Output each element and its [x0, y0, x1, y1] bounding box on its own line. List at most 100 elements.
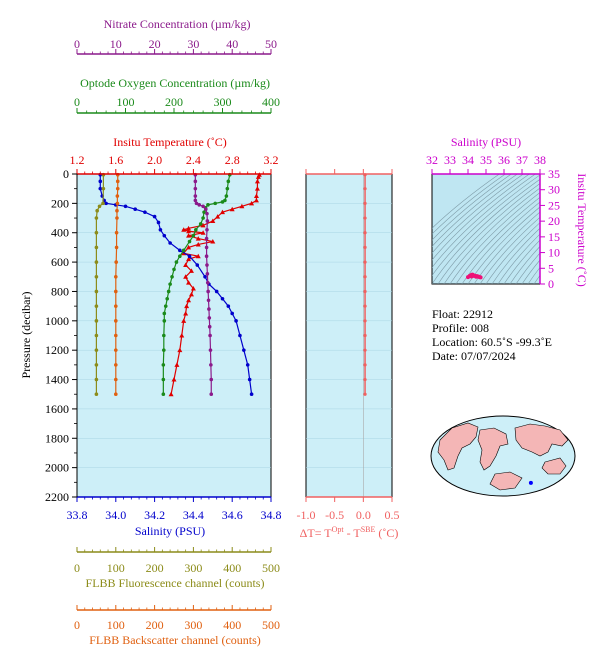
temperature-point: [200, 222, 206, 228]
nitrate-point: [209, 392, 214, 397]
tick-label: 800: [51, 284, 69, 298]
pressure-axis-label: Pressure (decibar): [19, 292, 33, 379]
nitrate-point: [205, 263, 209, 267]
delta-t-axis-label: ΔT= TOpt - TSBE (˚C): [300, 525, 399, 540]
delta-t-point: [363, 333, 367, 338]
tick-label: 34.0: [105, 508, 126, 522]
backscatter-point: [114, 230, 119, 235]
tick-label: 2200: [45, 490, 69, 504]
salinity-point: [238, 333, 242, 338]
nitrate-axis: 0 10 20 30 40 50: [74, 37, 277, 55]
ts-temperature-axis-label: Insitu Temperature (˚C): [575, 173, 589, 287]
ts-point: [474, 274, 479, 279]
oxygen-point: [166, 289, 171, 294]
backscatter-point: [115, 208, 119, 213]
tick-label: 400: [262, 95, 280, 109]
nitrate-point: [193, 198, 198, 203]
nitrate-point: [207, 324, 212, 329]
tick-label: 300: [184, 561, 202, 575]
oxygen-point: [168, 282, 172, 286]
delta-t-point: [363, 289, 367, 294]
tick-label: 2.0: [147, 153, 162, 167]
oxygen-axis-label: Optode Oxygen Concentration (µm/kg): [80, 76, 270, 90]
backscatter-point: [114, 289, 118, 294]
oxygen-point: [213, 201, 218, 206]
float-location-marker: [528, 480, 533, 485]
tick-label: 300: [184, 618, 202, 632]
tick-label: -1.0: [297, 508, 316, 522]
backscatter-point: [114, 333, 118, 338]
fluorescence-point: [94, 245, 99, 250]
delta-t-axis: -1.0 -0.5 0.0 0.5: [297, 169, 400, 522]
tick-label: 3.2: [264, 153, 279, 167]
temperature-point: [181, 227, 187, 232]
delta-t-point: [363, 304, 367, 308]
nitrate-point: [205, 272, 210, 276]
nitrate-point: [204, 236, 209, 241]
temperature-point: [177, 347, 183, 353]
tick-label: 34.4: [183, 508, 204, 522]
backscatter-point: [115, 179, 120, 184]
temperature-point: [181, 318, 187, 323]
salinity-point: [156, 220, 161, 225]
profile-plot-area: [76, 173, 272, 498]
fluorescence-point: [94, 333, 99, 338]
delta-t-point: [363, 319, 367, 323]
oxygen-point: [226, 179, 231, 184]
tick-label: 2000: [45, 461, 69, 475]
tick-label: 34.6: [222, 508, 243, 522]
temperature-point: [179, 333, 185, 338]
delta-t-point: [363, 348, 367, 352]
temperature-point: [183, 274, 189, 279]
pressure-axis: 0 200 400 600 800 1000 1200 1400 1600 1800 2000 220…: [45, 167, 78, 504]
tick-label: 2.8: [225, 153, 240, 167]
temperature-point: [183, 262, 189, 268]
tick-label: 500: [262, 618, 280, 632]
delta-t-point: [363, 377, 367, 382]
tick-label: -0.5: [325, 508, 344, 522]
salinity-point: [187, 254, 192, 259]
salinity-axis: 33.8 34.0 34.2 34.4 34.6 34.8: [67, 496, 282, 522]
salinity-point: [143, 210, 147, 214]
temperature-point: [195, 236, 201, 241]
temperature-point: [200, 230, 206, 235]
tick-label: 400: [51, 226, 69, 240]
fluorescence-point: [94, 363, 99, 367]
oxygen-point: [201, 216, 205, 220]
backscatter-point: [114, 363, 118, 367]
delta-t-point: [363, 392, 367, 396]
tick-label: 0: [548, 277, 554, 291]
tick-label: 50: [265, 37, 277, 51]
fluorescence-point: [95, 208, 99, 213]
profile-series: [94, 172, 262, 397]
nitrate-point: [205, 211, 209, 216]
nitrate-point: [206, 289, 210, 294]
tick-label: 400: [223, 561, 241, 575]
salinity-point: [152, 214, 157, 219]
tick-label: 36: [498, 153, 510, 167]
location-text: Location: 60.5˚S -99.3˚E: [432, 335, 552, 349]
temperature-point: [220, 209, 225, 215]
backscatter-point: [114, 304, 118, 308]
salinity-point: [203, 274, 207, 279]
temperature-point: [188, 291, 194, 297]
nitrate-point: [204, 254, 209, 259]
backscatter-point: [114, 245, 119, 250]
oxygen-point: [163, 304, 168, 308]
temperature-point: [186, 228, 192, 234]
delta-t-point: [363, 260, 367, 264]
oxygen-point: [220, 200, 225, 204]
delta-t-point: [363, 245, 367, 250]
backscatter-axis-label: FLBB Backscatter channel (counts): [89, 633, 261, 647]
tick-label: 100: [117, 95, 135, 109]
tick-label: 100: [107, 561, 125, 575]
nitrate-point: [204, 207, 208, 212]
oxygen-point: [198, 222, 203, 226]
tick-label: 1.2: [70, 153, 85, 167]
temperature-point: [186, 256, 192, 262]
tick-label: 32: [426, 153, 438, 167]
backscatter-point: [115, 201, 120, 206]
world-map: [430, 415, 576, 497]
salinity-point: [220, 296, 225, 301]
oxygen-point: [162, 319, 167, 323]
